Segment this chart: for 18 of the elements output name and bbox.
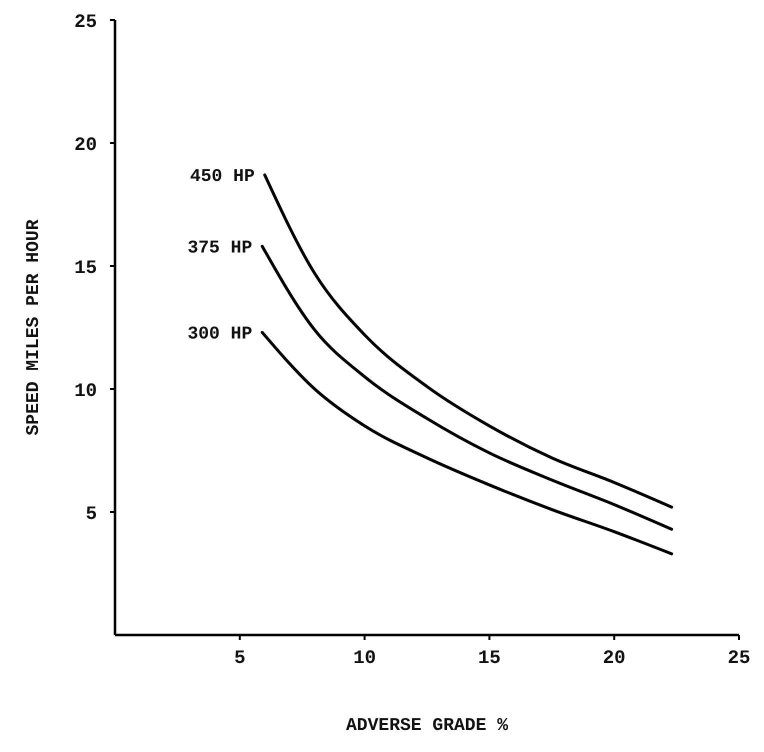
x-tick-label: 25: [728, 647, 750, 669]
x-axis-title: ADVERSE GRADE %: [346, 716, 508, 736]
line-series: [260, 244, 674, 531]
y-tick-label: 20: [74, 134, 97, 156]
x-tick-label: 10: [353, 647, 376, 669]
x-tick-label: 20: [602, 647, 626, 669]
y-tick-label: 5: [86, 503, 97, 525]
line-series: [263, 173, 674, 509]
x-tick-label: 5: [234, 647, 246, 669]
x-tick-label: 15: [478, 647, 501, 669]
line-series: [260, 330, 674, 556]
y-tick-label: 25: [74, 11, 97, 33]
y-tick-label: 10: [74, 380, 97, 402]
y-tick-label: 15: [74, 257, 97, 279]
y-axis-title: SPEED MILES PER HOUR: [24, 219, 44, 436]
series-label: 375 HP: [187, 238, 252, 258]
series-label: 450 HP: [190, 166, 255, 187]
series-label: 300 HP: [187, 324, 252, 344]
